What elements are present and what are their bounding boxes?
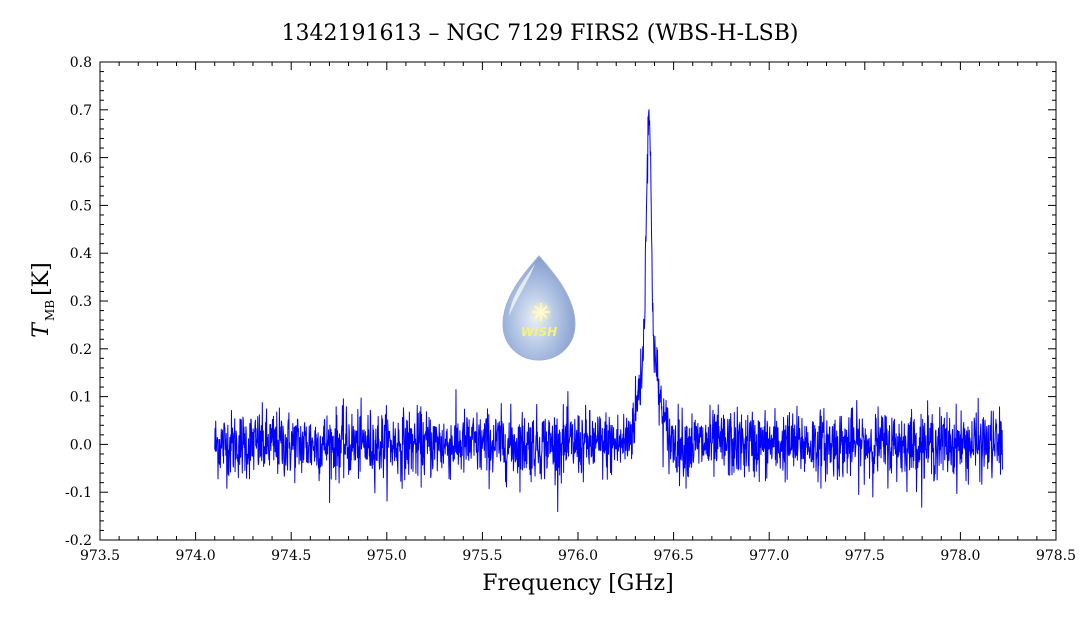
x-tick-label: 976.5 [654, 548, 694, 564]
y-axis-ticks [100, 61, 1056, 541]
x-tick-label: 975.0 [367, 548, 407, 564]
y-axis-label-sub: MB [43, 300, 57, 321]
wish-logo: WISH [502, 255, 576, 361]
chart-title: 1342191613 – NGC 7129 FIRS2 (WBS-H-LSB) [282, 21, 799, 46]
series-spectrum [214, 109, 1003, 513]
x-tick-label: 975.5 [462, 548, 502, 564]
y-tick-label: 0.7 [70, 103, 92, 119]
y-axis-label: TMB [K] [29, 262, 57, 337]
y-tick-label: -0.1 [65, 485, 92, 501]
x-tick-label: 974.0 [176, 548, 216, 564]
x-tick-label: 977.0 [749, 548, 789, 564]
logo-star-icon [532, 303, 550, 321]
x-tick-label: 977.5 [845, 548, 885, 564]
x-axis-tick-labels: 973.5 974.0 974.5 975.0 975.5 976.0 976.5 977.0… [80, 548, 1076, 564]
y-tick-label: 0.3 [70, 294, 92, 310]
x-tick-label: 974.5 [271, 548, 311, 564]
y-axis-tick-labels: -0.2 -0.1 0.0 0.1 0.2 0.3 0.4 0.5 0.6 0.7 0.8 [65, 55, 92, 549]
y-tick-label: 0.4 [70, 246, 92, 262]
y-tick-label: 0.1 [70, 390, 92, 406]
y-tick-label: -0.2 [65, 533, 92, 549]
x-tick-label: 973.5 [80, 548, 120, 564]
y-tick-label: 0.5 [70, 198, 92, 214]
x-axis-label: Frequency [GHz] [482, 571, 674, 596]
plot-frame [99, 61, 1057, 541]
y-tick-label: 0.6 [70, 151, 92, 167]
y-axis-label-main: T [29, 321, 54, 338]
x-tick-label: 978.5 [1036, 548, 1076, 564]
logo-highlight [509, 264, 535, 316]
y-tick-label: 0.8 [70, 55, 92, 71]
logo-text: WISH [521, 325, 557, 339]
y-axis-label-unit: [K] [29, 262, 54, 296]
y-tick-label: 0.2 [70, 342, 92, 358]
x-axis-ticks [99, 62, 1057, 540]
y-tick-label: 0.0 [70, 437, 92, 453]
x-tick-label: 978.0 [940, 548, 980, 564]
svg-text:TMB[K]: TMB [K] [29, 262, 57, 337]
x-tick-label: 976.0 [558, 548, 598, 564]
